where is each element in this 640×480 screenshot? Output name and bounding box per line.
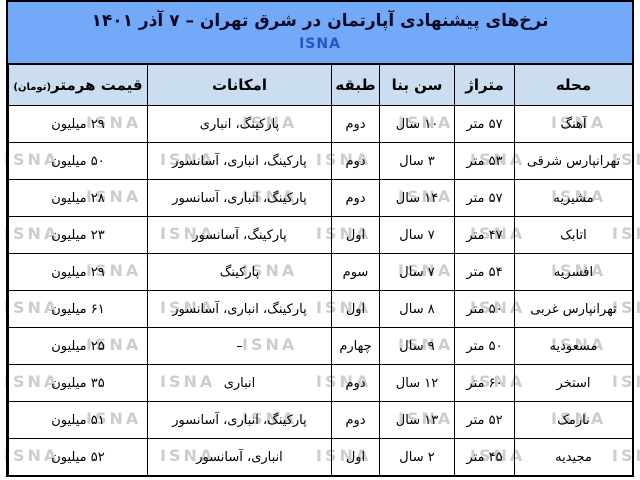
cell-age: ۹ سال [379, 327, 455, 365]
cell-price: ۳۵ میلیون [8, 364, 148, 402]
header-row: محله متراژ سن بنا طبقه امکانات قیمت هرمت… [8, 64, 633, 106]
table-row: مجیدیه ۴۵ متر ۲ سال اول انباری، آسانسور … [8, 438, 633, 476]
cell-amenities: پارکینگ، انباری [147, 105, 332, 143]
cell-amenities: پارکینگ [147, 253, 332, 291]
cell-age: ۷ سال [379, 216, 455, 254]
col-header-area: متراژ [454, 64, 515, 106]
cell-price: ۲۵ میلیون [8, 327, 148, 365]
cell-price: ۲۹ میلیون [8, 253, 148, 291]
cell-amenities: پارکینگ، آسانسور [147, 216, 332, 254]
cell-age: ۱۴ سال [379, 179, 455, 217]
price-header-unit: (تومان) [13, 82, 52, 93]
page-title: نرخ‌های پیشنهادی آپارتمان در شرق تهران –… [91, 11, 549, 31]
cell-price: ۵۰ میلیون [8, 142, 148, 180]
table-row: افسریه ۵۴ متر ۷ سال سوم پارکینگ ۲۹ میلیو… [8, 253, 633, 291]
cell-price: ۵۲ میلیون [8, 438, 148, 476]
cell-floor: دوم [331, 105, 380, 143]
col-header-age: سن بنا [379, 64, 455, 106]
cell-neighborhood: تهرانپارس شرقی [514, 142, 633, 180]
cell-price: ۶۱ میلیون [8, 290, 148, 328]
cell-floor: سوم [331, 253, 380, 291]
cell-floor: دوم [331, 401, 380, 439]
cell-neighborhood: مسعودیه [514, 327, 633, 365]
cell-price: ۲۸ میلیون [8, 179, 148, 217]
table-row: تهرانپارس شرقی ۵۳ متر ۳ سال دوم پارکینگ،… [8, 142, 633, 180]
cell-age: ۱۲ سال [379, 364, 455, 402]
cell-price: ۲۳ میلیون [8, 216, 148, 254]
cell-area: ۵۴ متر [454, 253, 515, 291]
cell-amenities: پارکینگ، انباری، آسانسور [147, 290, 332, 328]
table-row: نارمک ۵۲ متر ۱۳ سال دوم پارکینگ، انباری،… [8, 401, 633, 439]
cell-floor: چهارم [331, 327, 380, 365]
cell-area: ۴۷ متر [454, 216, 515, 254]
cell-amenities: انباری، آسانسور [147, 438, 332, 476]
cell-neighborhood: مشیریه [514, 179, 633, 217]
table-row: تهرانپارس غربی ۵۰ متر ۸ سال اول پارکینگ،… [8, 290, 633, 328]
cell-neighborhood: افسریه [514, 253, 633, 291]
table-row: آهنگ ۵۷ متر ۱۰ سال دوم پارکینگ، انباری ۲… [8, 105, 633, 143]
cell-neighborhood: تهرانپارس غربی [514, 290, 633, 328]
cell-neighborhood: نارمک [514, 401, 633, 439]
cell-neighborhood: آهنگ [514, 105, 633, 143]
cell-age: ۱۳ سال [379, 401, 455, 439]
cell-neighborhood: اتابک [514, 216, 633, 254]
cell-area: ۵۳ متر [454, 142, 515, 180]
title-banner: نرخ‌های پیشنهادی آپارتمان در شرق تهران –… [8, 2, 632, 64]
cell-age: ۲ سال [379, 438, 455, 476]
cell-neighborhood: مجیدیه [514, 438, 633, 476]
cell-amenities: پارکینگ، انباری، آسانسور [147, 179, 332, 217]
cell-neighborhood: استخر [514, 364, 633, 402]
agency-logo-text: ISNA [299, 35, 341, 52]
col-header-neighborhood: محله [514, 64, 633, 106]
cell-amenities: انباری [147, 364, 332, 402]
col-header-floor: طبقه [331, 64, 380, 106]
cell-area: ۵۷ متر [454, 105, 515, 143]
cell-floor: اول [331, 438, 380, 476]
price-header-main: قیمت هرمتر [51, 76, 143, 94]
cell-amenities: – [147, 327, 332, 365]
cell-age: ۳ سال [379, 142, 455, 180]
cell-floor: دوم [331, 364, 380, 402]
cell-floor: دوم [331, 142, 380, 180]
cell-amenities: پارکینگ، انباری، آسانسور [147, 142, 332, 180]
cell-floor: اول [331, 290, 380, 328]
table-row: مشیریه ۵۷ متر ۱۴ سال دوم پارکینگ، انباری… [8, 179, 633, 217]
table-row: مسعودیه ۵۰ متر ۹ سال چهارم – ۲۵ میلیون [8, 327, 633, 365]
cell-price: ۵۱ میلیون [8, 401, 148, 439]
table-row: اتابک ۴۷ متر ۷ سال اول پارکینگ، آسانسور … [8, 216, 633, 254]
rates-table: محله متراژ سن بنا طبقه امکانات قیمت هرمت… [8, 64, 633, 476]
cell-area: ۶۰ متر [454, 364, 515, 402]
cell-age: ۷ سال [379, 253, 455, 291]
cell-age: ۸ سال [379, 290, 455, 328]
cell-area: ۵۰ متر [454, 327, 515, 365]
cell-area: ۴۵ متر [454, 438, 515, 476]
cell-age: ۱۰ سال [379, 105, 455, 143]
cell-floor: دوم [331, 179, 380, 217]
table-row: استخر ۶۰ متر ۱۲ سال دوم انباری ۳۵ میلیون [8, 364, 633, 402]
table-frame: نرخ‌های پیشنهادی آپارتمان در شرق تهران –… [6, 0, 634, 477]
cell-area: ۵۲ متر [454, 401, 515, 439]
cell-floor: اول [331, 216, 380, 254]
cell-amenities: پارکینگ، انباری، آسانسور [147, 401, 332, 439]
cell-area: ۵۷ متر [454, 179, 515, 217]
col-header-price: قیمت هرمتر(تومان) [8, 64, 148, 106]
cell-area: ۵۰ متر [454, 290, 515, 328]
cell-price: ۲۹ میلیون [8, 105, 148, 143]
col-header-amenities: امکانات [147, 64, 332, 106]
